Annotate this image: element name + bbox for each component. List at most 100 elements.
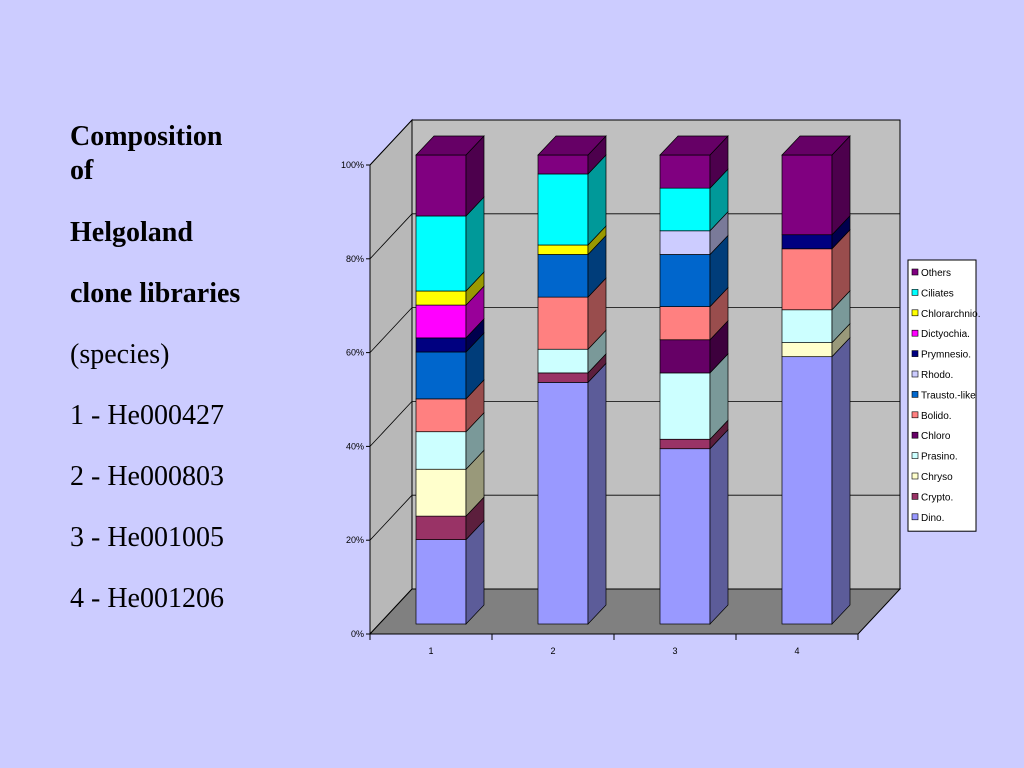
chart-bars	[415, 135, 851, 625]
legend-swatch	[911, 370, 919, 378]
bar-segment-front	[781, 154, 833, 236]
bar-segment-side	[709, 428, 729, 625]
gridline-side	[369, 119, 413, 166]
gridline-side	[369, 213, 413, 260]
y-tick-label: 20%	[346, 535, 364, 545]
x-tick-label: 1	[428, 646, 433, 656]
bar-segment-front	[537, 372, 589, 383]
caption-title-line-1: Composition	[70, 121, 223, 152]
y-tick-label: 100%	[341, 160, 364, 170]
bar-segment-front	[415, 539, 467, 625]
bar-segment-front	[415, 337, 467, 353]
legend-label: Chryso	[921, 472, 953, 483]
chart-caption: Composition of Helgoland clone libraries…	[70, 120, 330, 643]
legend-label: Others	[921, 268, 951, 279]
legend-swatch	[911, 431, 919, 439]
bar-segment-front	[781, 309, 833, 343]
legend-label: Ciliates	[921, 288, 954, 299]
legend-swatch	[911, 350, 919, 357]
bar-top	[659, 135, 729, 156]
legend-swatch	[911, 329, 919, 337]
caption-unit: (species)	[70, 339, 170, 370]
legend-label: Trausto.-like	[921, 390, 976, 401]
bar-top	[781, 135, 851, 156]
legend-label: Crypto.	[921, 492, 953, 503]
x-tick-label: 3	[672, 646, 677, 656]
bar-segment-front	[659, 448, 711, 625]
bar-segment-front	[415, 468, 467, 517]
bar-segment-front	[781, 356, 833, 625]
caption-sample-1: 1 - He000427	[70, 400, 224, 431]
legend-swatch	[911, 309, 919, 317]
bar-segment	[415, 449, 485, 518]
bar-segment	[781, 336, 851, 625]
bar-segment-front	[659, 339, 711, 374]
legend-label: Bolido.	[921, 411, 952, 422]
bar-segment	[415, 519, 485, 625]
legend-label: Rhodo.	[921, 370, 953, 381]
bar-segment	[415, 135, 485, 217]
y-tick-label: 60%	[346, 348, 364, 358]
bar-segment	[659, 319, 729, 374]
legend-label: Prymnesio.	[921, 350, 971, 361]
gridline-side	[369, 307, 413, 353]
x-tick-label: 4	[794, 646, 799, 656]
legend-swatch	[911, 472, 919, 480]
bar-segment-front	[415, 304, 467, 339]
bar-segment-front	[415, 431, 467, 470]
bar-segment-front	[537, 348, 589, 374]
caption-sample-2: 2 - He000803	[70, 461, 224, 492]
bar-segment	[659, 234, 729, 308]
bar-segment-front	[659, 372, 711, 440]
bar-segment-front	[537, 244, 589, 255]
bar-segment-front	[659, 154, 711, 189]
bar-segment	[537, 135, 607, 175]
bar-segment	[415, 285, 485, 339]
x-tick-label: 2	[550, 646, 555, 656]
bar-segment-front	[659, 187, 711, 232]
legend-label: Dino.	[921, 513, 944, 524]
bar-segment-front	[659, 254, 711, 307]
bar-segment	[415, 496, 485, 541]
bar-segment-front	[781, 342, 833, 358]
legend-box	[907, 259, 977, 532]
bar-segment-front	[659, 230, 711, 255]
legend-label: Chloro	[921, 431, 951, 442]
bar-segment-front	[659, 438, 711, 450]
bar-top	[415, 135, 485, 156]
bar-segment-front	[415, 154, 467, 217]
bar-segment-front	[537, 382, 589, 625]
bar-segment-front	[415, 290, 467, 306]
bar-segment	[659, 135, 729, 190]
bar-segment	[659, 353, 729, 441]
bar-segment-front	[415, 351, 467, 400]
bar-segment	[415, 411, 485, 471]
legend-label: Dictyochia.	[921, 329, 970, 340]
chart-axes: 0% 20% 40% 60% 80% 100% 1 2 3 4	[341, 160, 859, 656]
chart-legend: Others Ciliates Chlorarchnio. Dictyochia. Pr…	[907, 259, 980, 532]
bar-segment-front	[781, 234, 833, 250]
bar-segment-front	[415, 215, 467, 292]
bar-segment	[659, 168, 729, 232]
bar-segment-front	[781, 248, 833, 311]
legend-swatch	[911, 268, 919, 276]
bar-segment	[415, 271, 485, 306]
bar-segment-front	[537, 254, 589, 298]
legend-label: Chlorarchnio.	[921, 309, 980, 320]
legend-label: Prasino.	[921, 452, 958, 463]
legend-swatch	[911, 411, 919, 419]
side-wall	[369, 118, 413, 636]
bar-segment-front	[659, 306, 711, 341]
legend-swatch	[911, 391, 919, 398]
bar-segment	[415, 196, 485, 292]
gridline-side	[369, 494, 413, 541]
bar-segment	[537, 234, 607, 298]
bar-segment-front	[537, 154, 589, 175]
bar-segment-front	[415, 398, 467, 433]
y-tick-label: 80%	[346, 254, 364, 264]
caption-sample-4: 4 - He001206	[70, 583, 224, 614]
caption-sample-3: 3 - He001005	[70, 522, 224, 553]
bar-segment	[659, 286, 729, 341]
bar-segment-side	[831, 336, 851, 625]
legend-swatch	[911, 493, 919, 500]
